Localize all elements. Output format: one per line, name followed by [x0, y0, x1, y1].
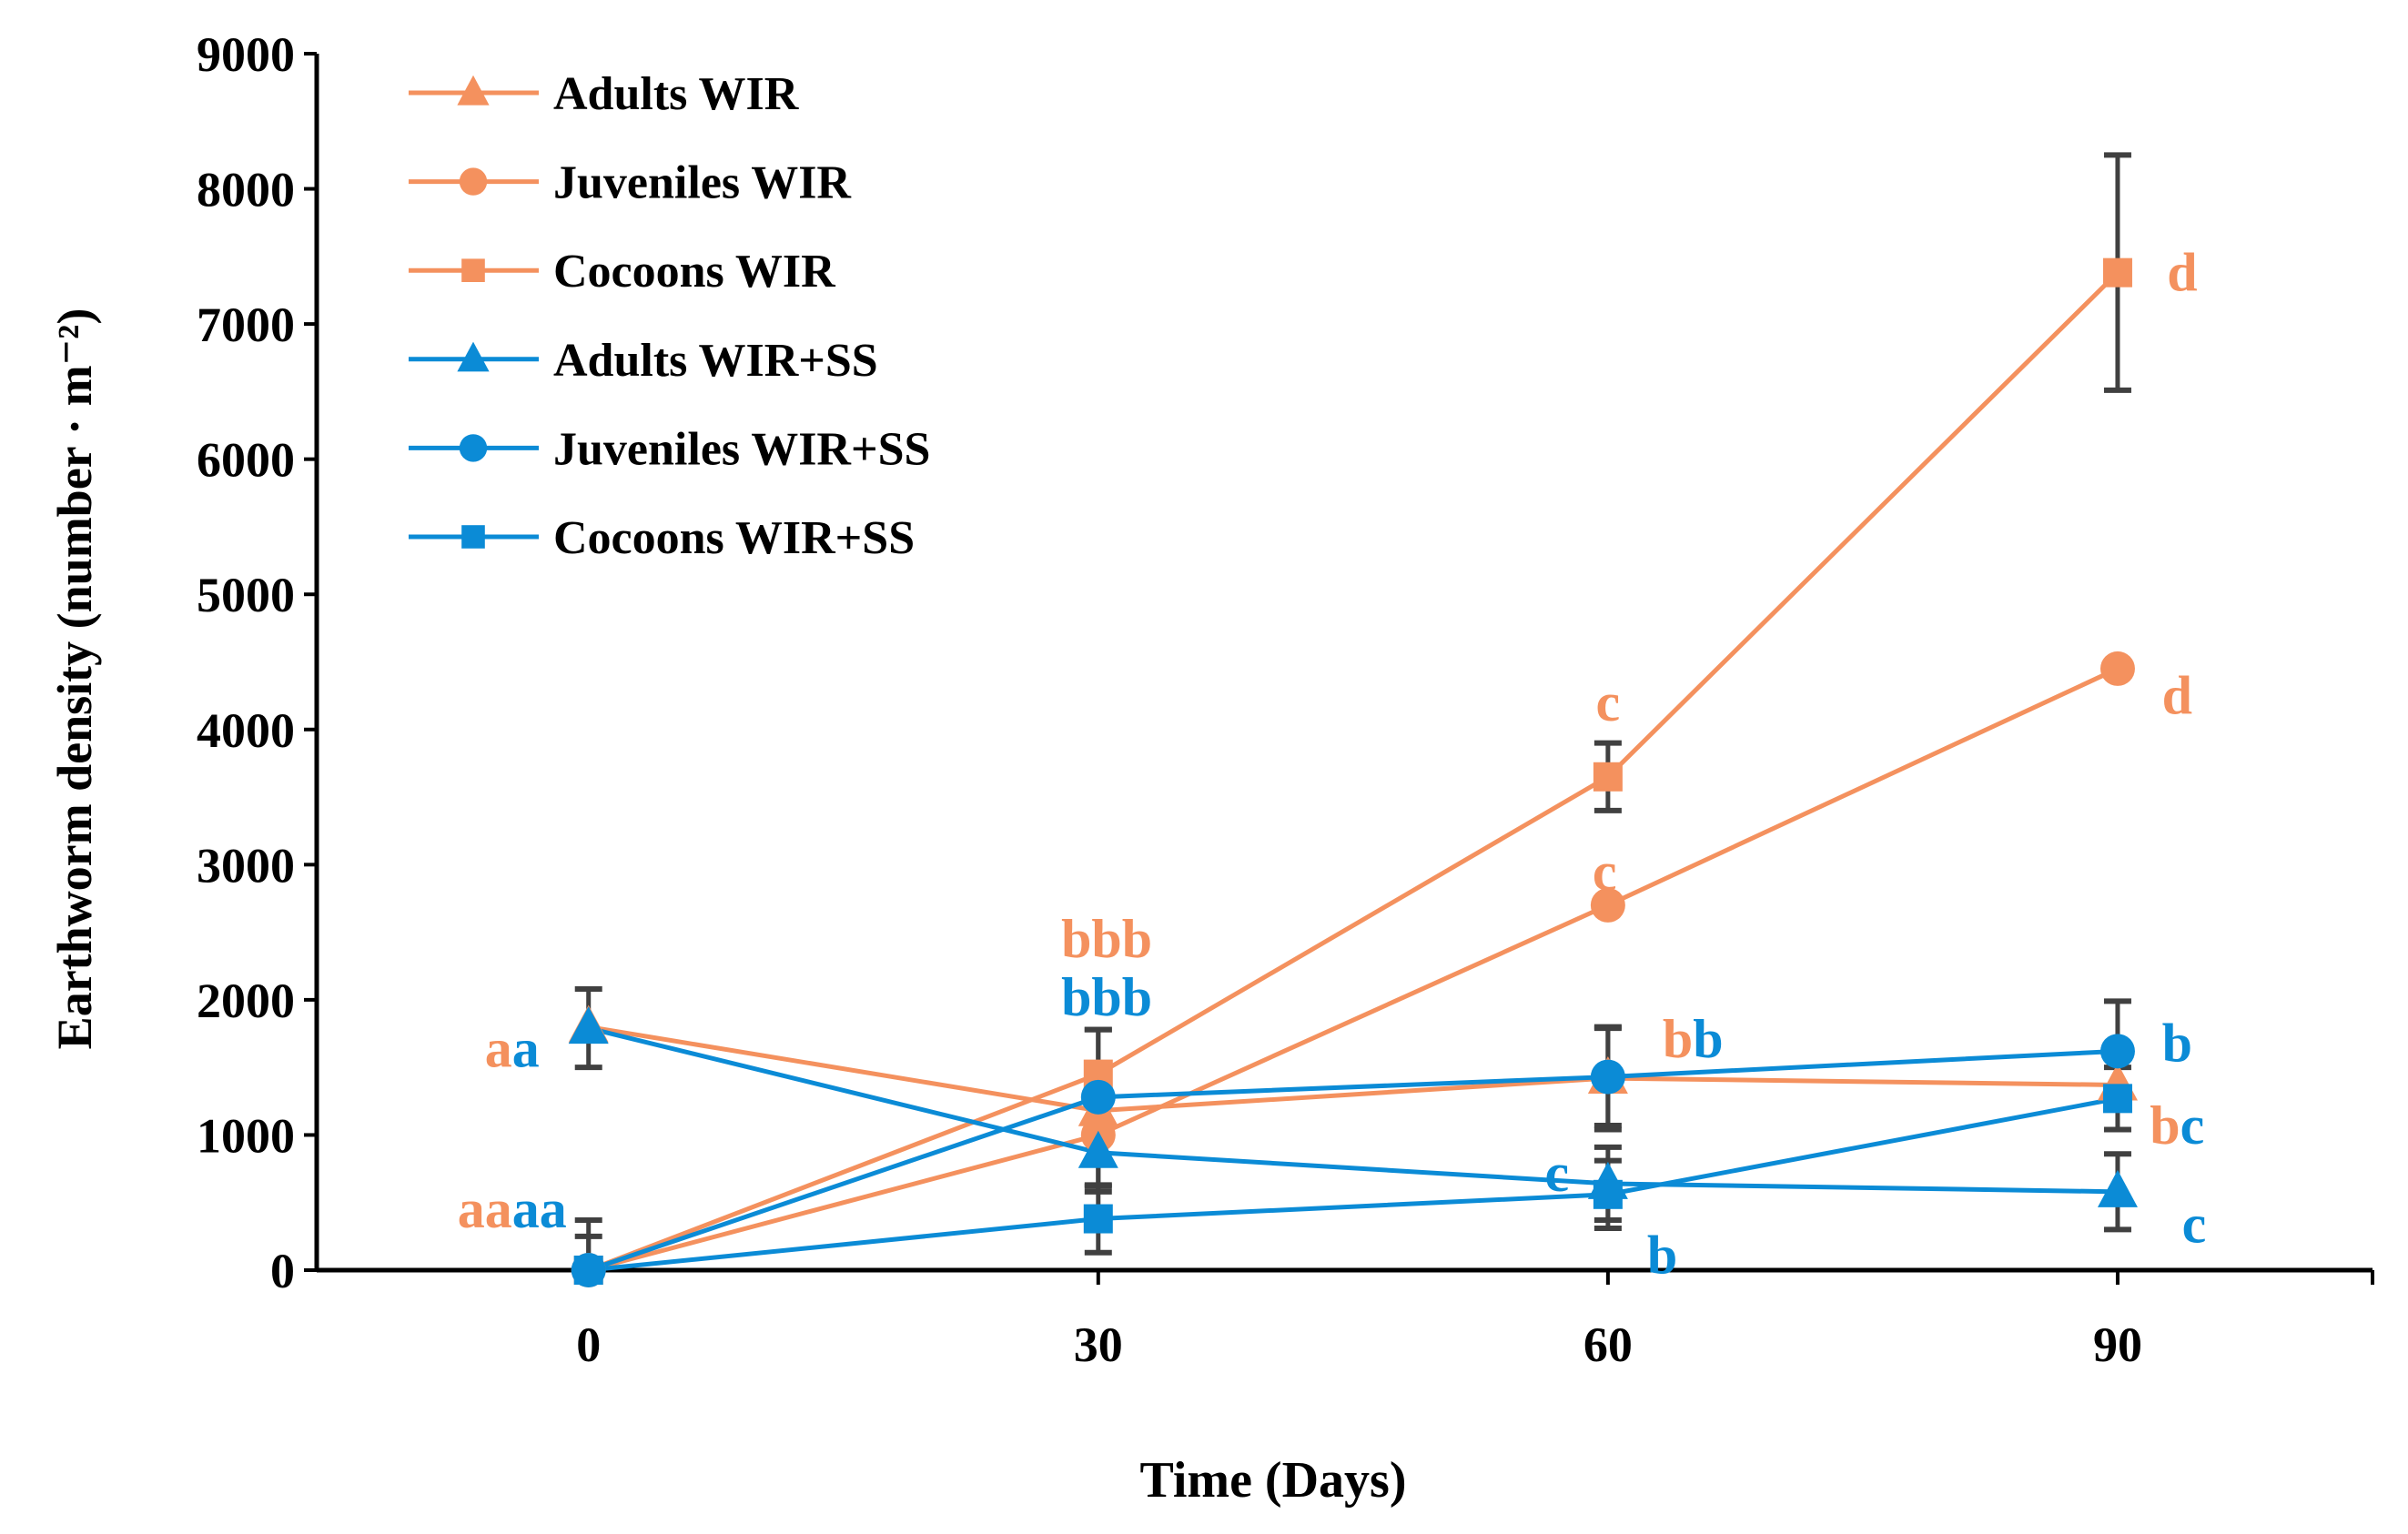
marker-cocoons-wir-ss — [1593, 1179, 1623, 1209]
marker-adults-wir-ss — [2097, 1169, 2138, 1207]
significance-letter: c — [2182, 1194, 2207, 1254]
significance-letter: aaaa — [458, 1179, 567, 1239]
legend-label: Juveniles WIR+SS — [553, 423, 930, 475]
marker-cocoons-wir-ss — [1083, 1204, 1113, 1234]
marker-cocoons-wir-ss — [573, 1256, 603, 1285]
significance-letter-part: c — [1596, 672, 1621, 732]
significance-letter: d — [2167, 243, 2197, 303]
x-tick-label: 60 — [1583, 1317, 1633, 1372]
legend-marker-juveniles-wir — [459, 167, 488, 196]
y-tick-label: 2000 — [197, 974, 295, 1028]
line-juveniles-wir — [588, 666, 2120, 1273]
significance-letter-part: c — [2182, 1194, 2207, 1254]
significance-letter-part: aa — [458, 1179, 512, 1239]
significance-letter-part: d — [2162, 666, 2192, 726]
significance-letter-part: c — [2180, 1095, 2205, 1156]
significance-letter: d — [2162, 666, 2192, 726]
marker-juveniles-wir-ss — [1590, 1059, 1625, 1095]
significance-letter-part: aa — [512, 1179, 567, 1239]
marker-cocoons-wir-ss — [2102, 1084, 2132, 1114]
marker-adults-wir-ss — [568, 1006, 609, 1045]
y-tick-label: 0 — [270, 1244, 295, 1298]
legend-marker-adults-wir — [457, 75, 490, 106]
significance-letter: c — [1596, 672, 1621, 732]
legend-label: Adults WIR+SS — [553, 335, 878, 387]
line-cocoons-wir — [587, 270, 2120, 1273]
data-markers — [568, 257, 2138, 1287]
y-tick-label: 6000 — [197, 433, 295, 488]
y-tick-label: 5000 — [197, 568, 295, 622]
x-tick-label: 30 — [1074, 1317, 1123, 1372]
line-adults-wir — [588, 1024, 2118, 1114]
line-juveniles-wir-ss — [587, 1048, 2119, 1273]
significance-letter-part: c — [1593, 842, 1617, 902]
y-tick-label: 8000 — [197, 163, 295, 217]
marker-juveniles-wir — [1590, 887, 1625, 923]
significance-letter: c — [1545, 1143, 1570, 1203]
legend-marker-juveniles-wir-ss — [459, 434, 488, 462]
significance-letter-part: b — [1663, 1009, 1693, 1069]
significance-letter: aa — [485, 1018, 540, 1078]
error-bars — [574, 152, 2131, 1273]
significance-letter-part: b — [1693, 1009, 1723, 1069]
legend-label: Cocoons WIR — [553, 246, 836, 298]
y-tick-label: 1000 — [197, 1108, 295, 1163]
marker-cocoons-wir — [1593, 762, 1623, 792]
significance-letter-part: a — [485, 1018, 512, 1078]
legend-marker-adults-wir-ss — [457, 341, 490, 372]
significance-letter: bbb — [1061, 909, 1152, 969]
line-cocoons-wir-ss — [588, 1095, 2119, 1273]
significance-letter-part: d — [2167, 243, 2197, 303]
legend-label: Adults WIR — [553, 68, 800, 120]
x-tick-label: 90 — [2093, 1317, 2142, 1372]
significance-letter: bb — [1663, 1009, 1724, 1069]
y-tick-label: 9000 — [197, 27, 295, 82]
axes: 0 1000 2000 3000 4000 5000 6000 7000 8000 9000 0 30… — [197, 27, 2374, 1372]
x-axis-title: Time (Days) — [1140, 1452, 1407, 1509]
legend-label: Cocoons WIR+SS — [553, 512, 915, 564]
line-adults-wir-ss — [588, 1025, 2118, 1195]
significance-letter-part: bbb — [1061, 967, 1152, 1027]
marker-cocoons-wir — [2102, 257, 2132, 288]
significance-letter: c — [1593, 842, 1617, 902]
significance-letter-part: c — [1545, 1143, 1570, 1203]
significance-letter: b — [1647, 1226, 1677, 1286]
significance-letter-part: b — [2150, 1095, 2180, 1156]
y-axis-title: Earthworm density (number · m⁻²) — [47, 308, 102, 1050]
series-lines — [587, 270, 2120, 1273]
legend-label: Juveniles WIR — [553, 157, 852, 209]
significance-letter: bc — [2150, 1095, 2204, 1156]
marker-juveniles-wir — [2099, 651, 2135, 686]
marker-adults-wir-ss — [1078, 1130, 1118, 1168]
significance-letter-part: a — [512, 1018, 540, 1078]
significance-letter-part: bbb — [1061, 909, 1152, 969]
legend: Adults WIR Juveniles WIR Cocoons WIR Adults… — [409, 68, 930, 564]
legend-marker-cocoons-wir — [461, 258, 485, 282]
significance-letter: b — [2162, 1013, 2192, 1073]
y-tick-label: 4000 — [197, 703, 295, 758]
significance-letter-part: b — [2162, 1013, 2192, 1073]
y-tick-label: 3000 — [197, 838, 295, 893]
legend-marker-cocoons-wir-ss — [461, 525, 485, 549]
x-tick-label: 0 — [576, 1317, 601, 1372]
marker-juveniles-wir-ss — [2099, 1034, 2135, 1069]
significance-letter: bbb — [1061, 967, 1152, 1027]
y-tick-label: 7000 — [197, 298, 295, 352]
marker-juveniles-wir-ss — [1080, 1079, 1116, 1115]
significance-letter-part: b — [1647, 1226, 1677, 1286]
